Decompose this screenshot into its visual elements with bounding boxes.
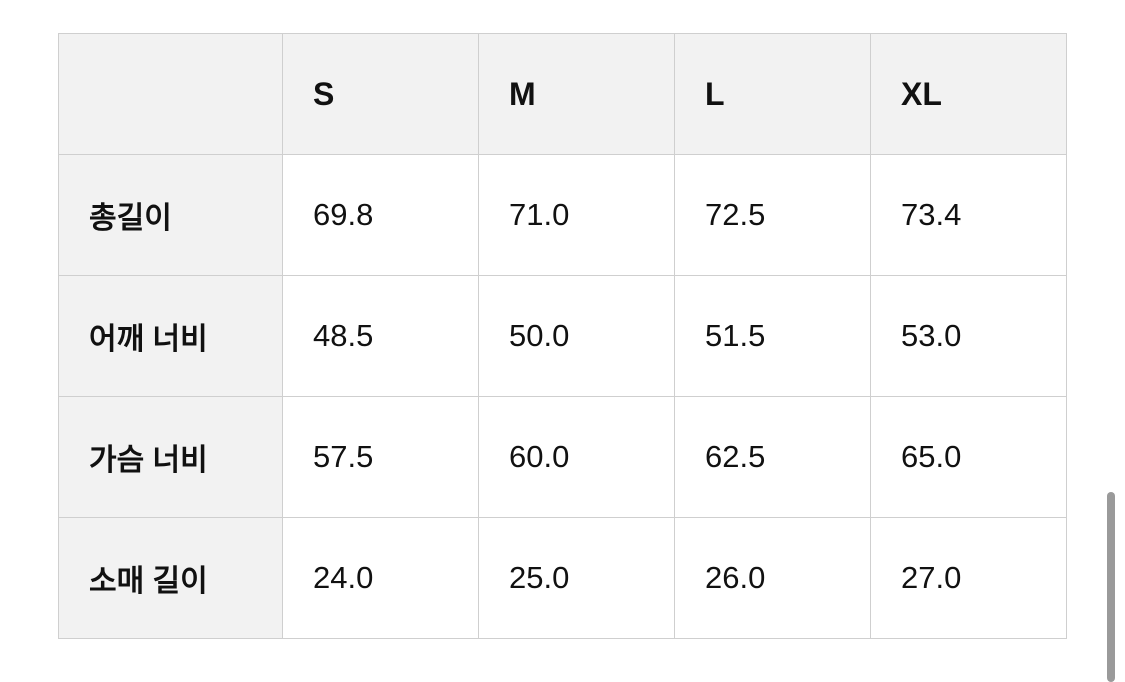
value-cell: 73.4: [870, 154, 1067, 276]
column-header: M: [478, 33, 675, 155]
row-label: 총길이: [58, 154, 283, 276]
row-label: 가슴 너비: [58, 396, 283, 518]
value-cell: 69.8: [282, 154, 479, 276]
size-table: S M L XL 총길이 69.8 71.0 72.5 73.4 어깨 너비 48.5 50.0 51.…: [58, 33, 1067, 639]
data-row: 소매 길이 24.0 25.0 26.0 27.0: [58, 517, 1067, 639]
value-cell: 24.0: [282, 517, 479, 639]
value-cell: 26.0: [674, 517, 871, 639]
row-label: 소매 길이: [58, 517, 283, 639]
value-cell: 50.0: [478, 275, 675, 397]
column-header: XL: [870, 33, 1067, 155]
data-row: 어깨 너비 48.5 50.0 51.5 53.0: [58, 275, 1067, 397]
value-cell: 72.5: [674, 154, 871, 276]
value-cell: 53.0: [870, 275, 1067, 397]
scrollbar[interactable]: [1107, 492, 1115, 682]
value-cell: 48.5: [282, 275, 479, 397]
value-cell: 65.0: [870, 396, 1067, 518]
value-cell: 51.5: [674, 275, 871, 397]
column-header: L: [674, 33, 871, 155]
row-label: 어깨 너비: [58, 275, 283, 397]
data-row: 총길이 69.8 71.0 72.5 73.4: [58, 154, 1067, 276]
page: {"table": { "columns": ["S", "M", "L", "…: [58, 33, 1115, 682]
value-cell: 62.5: [674, 396, 871, 518]
corner-cell: [58, 33, 283, 155]
value-cell: 27.0: [870, 517, 1067, 639]
value-cell: 71.0: [478, 154, 675, 276]
value-cell: 60.0: [478, 396, 675, 518]
value-cell: 57.5: [282, 396, 479, 518]
column-header: S: [282, 33, 479, 155]
header-row: S M L XL: [58, 33, 1067, 155]
data-row: 가슴 너비 57.5 60.0 62.5 65.0: [58, 396, 1067, 518]
value-cell: 25.0: [478, 517, 675, 639]
